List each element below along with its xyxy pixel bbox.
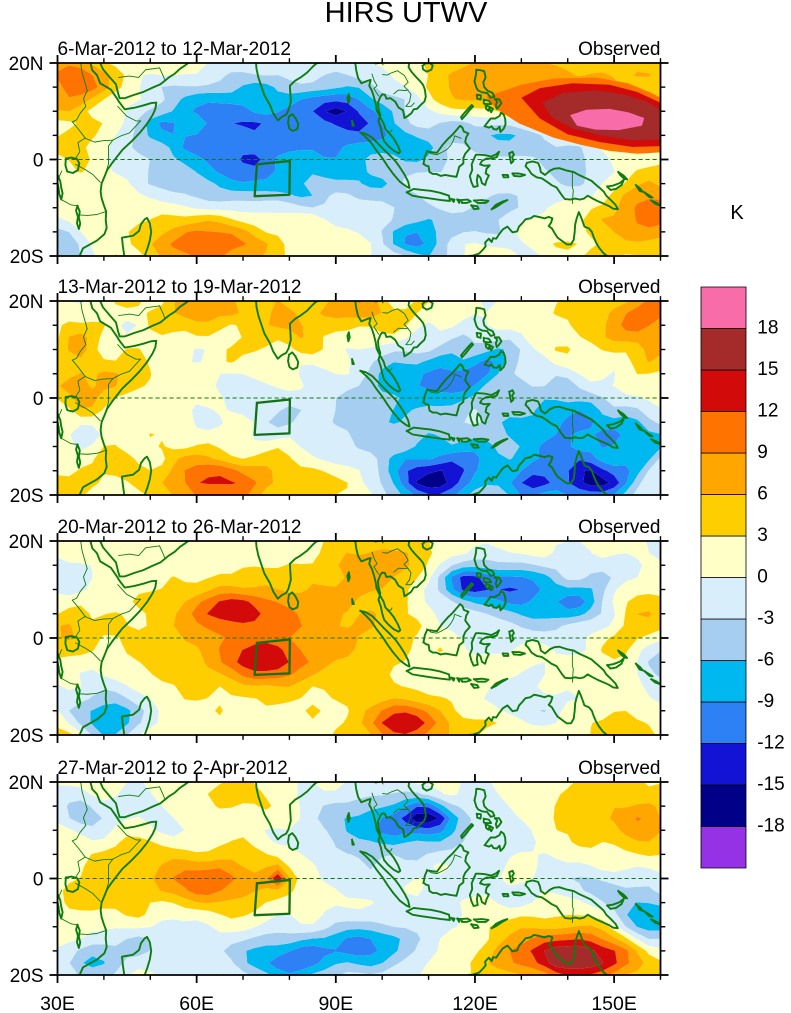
- svg-text:-6: -6: [757, 650, 774, 671]
- svg-text:20N: 20N: [9, 532, 44, 553]
- svg-text:20N: 20N: [9, 54, 44, 75]
- svg-text:3: 3: [757, 525, 768, 546]
- svg-text:0: 0: [33, 629, 44, 650]
- svg-text:6-Mar-2012 to 12-Mar-2012: 6-Mar-2012 to 12-Mar-2012: [58, 39, 291, 60]
- svg-text:120E: 120E: [452, 993, 498, 1013]
- svg-text:15: 15: [757, 359, 778, 380]
- svg-text:30E: 30E: [40, 993, 75, 1013]
- svg-text:-15: -15: [757, 774, 784, 795]
- svg-text:90E: 90E: [318, 993, 353, 1013]
- svg-text:150E: 150E: [591, 993, 637, 1013]
- svg-text:Observed: Observed: [578, 517, 660, 538]
- svg-text:-12: -12: [757, 733, 784, 754]
- svg-text:Observed: Observed: [578, 39, 660, 60]
- svg-text:6: 6: [757, 484, 768, 505]
- svg-text:18: 18: [757, 318, 778, 339]
- svg-text:Observed: Observed: [578, 277, 660, 298]
- svg-text:20S: 20S: [10, 247, 44, 268]
- svg-text:-9: -9: [757, 691, 774, 712]
- svg-text:Observed: Observed: [578, 758, 660, 779]
- svg-text:0: 0: [33, 389, 44, 410]
- svg-text:9: 9: [757, 442, 768, 463]
- svg-text:20S: 20S: [10, 486, 44, 507]
- svg-text:12: 12: [757, 401, 778, 422]
- svg-text:-3: -3: [757, 608, 774, 629]
- svg-text:K: K: [730, 202, 744, 224]
- svg-text:0: 0: [33, 870, 44, 891]
- svg-text:HIRS UTWV: HIRS UTWV: [325, 0, 488, 29]
- svg-text:20S: 20S: [10, 726, 44, 747]
- svg-text:27-Mar-2012 to 2-Apr-2012: 27-Mar-2012 to 2-Apr-2012: [58, 758, 288, 779]
- svg-text:20S: 20S: [10, 966, 44, 987]
- svg-text:20-Mar-2012 to 26-Mar-2012: 20-Mar-2012 to 26-Mar-2012: [58, 517, 302, 538]
- svg-text:0: 0: [33, 151, 44, 172]
- svg-text:-18: -18: [757, 816, 784, 837]
- svg-text:0: 0: [757, 567, 768, 588]
- svg-text:60E: 60E: [179, 993, 214, 1013]
- svg-text:20N: 20N: [9, 773, 44, 794]
- svg-text:13-Mar-2012 to 19-Mar-2012: 13-Mar-2012 to 19-Mar-2012: [58, 277, 302, 298]
- svg-text:20N: 20N: [9, 292, 44, 313]
